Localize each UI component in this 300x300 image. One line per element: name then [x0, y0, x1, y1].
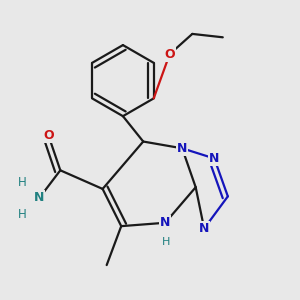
Text: O: O: [43, 129, 54, 142]
Text: H: H: [18, 208, 26, 221]
Text: N: N: [199, 222, 209, 235]
Text: N: N: [177, 142, 187, 155]
Text: H: H: [18, 176, 26, 189]
Text: H: H: [162, 237, 170, 248]
Text: O: O: [164, 48, 175, 61]
Text: N: N: [160, 216, 170, 229]
Text: N: N: [209, 152, 220, 165]
Text: N: N: [34, 191, 44, 204]
